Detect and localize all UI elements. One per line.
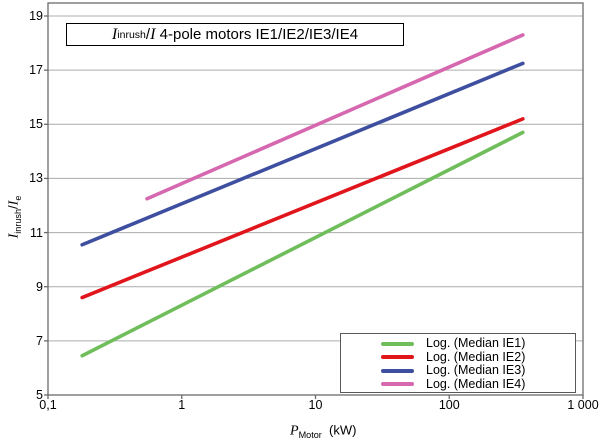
y-tick-label-5: 5 <box>36 388 43 402</box>
y-tick-label-17: 17 <box>29 63 43 78</box>
y-tick-label-11: 11 <box>30 225 43 240</box>
legend-label-ie4: Log. (Median IE4) <box>426 376 526 391</box>
x-tick-label-1 000: 1 000 <box>567 398 599 412</box>
legend-line-sample-ie2 <box>381 355 414 360</box>
chart-title-slash: / <box>145 26 151 43</box>
legend-label-ie3: Log. (Median IE3) <box>426 363 526 378</box>
y-tick-label-15: 15 <box>29 117 43 132</box>
legend-item-ie1: Log. (Median IE1) <box>341 337 575 351</box>
legend-label-ie1: Log. (Median IE1) <box>426 336 526 351</box>
chart-title-symbol-i2: I <box>150 25 156 43</box>
x-axis-unit: (kW) <box>321 422 357 438</box>
y-axis-subscript-e: e <box>13 195 24 201</box>
x-tick-label-0,1: 0,1 <box>39 398 57 412</box>
x-axis-symbol-p: P <box>289 422 299 439</box>
series-line-ie1 <box>80 130 525 358</box>
chart-title-symbol-i1: I <box>111 25 118 43</box>
legend-item-ie4: Log. (Median IE4) <box>341 376 575 392</box>
y-tick-label-19: 19 <box>29 9 43 23</box>
x-axis-subscript-motor: Motor <box>298 430 322 441</box>
series-line-ie3 <box>80 61 525 247</box>
y-axis-symbol-i2: I <box>5 200 22 206</box>
x-tick-label-100: 100 <box>438 398 460 412</box>
y-axis-slash: / <box>5 205 21 209</box>
series-line-ie4 <box>145 33 525 201</box>
x-tick-label-1: 1 <box>178 398 186 412</box>
legend-line-sample-ie4 <box>381 382 414 387</box>
x-axis-title: PMotor (kW) <box>276 408 357 447</box>
legend-label-ie2: Log. (Median IE2) <box>426 349 526 364</box>
legend-item-ie2: Log. (Median IE2) <box>341 349 575 365</box>
y-tick-label-7: 7 <box>36 333 43 348</box>
y-tick-label-9: 9 <box>36 279 43 294</box>
legend-line-sample-ie3 <box>381 368 414 373</box>
series-line-ie2 <box>80 117 525 300</box>
x-tick-label-10: 10 <box>308 398 323 412</box>
legend-line-sample-ie1 <box>381 341 414 346</box>
legend: Log. (Median IE1) Log. (Median IE2) Log. (… <box>340 333 576 393</box>
chart-title-text: 4-pole motors IE1/IE2/IE3/IE4 <box>155 26 359 43</box>
legend-item-ie3: Log. (Median IE3) <box>341 364 575 378</box>
y-tick-label-13: 13 <box>29 171 43 186</box>
